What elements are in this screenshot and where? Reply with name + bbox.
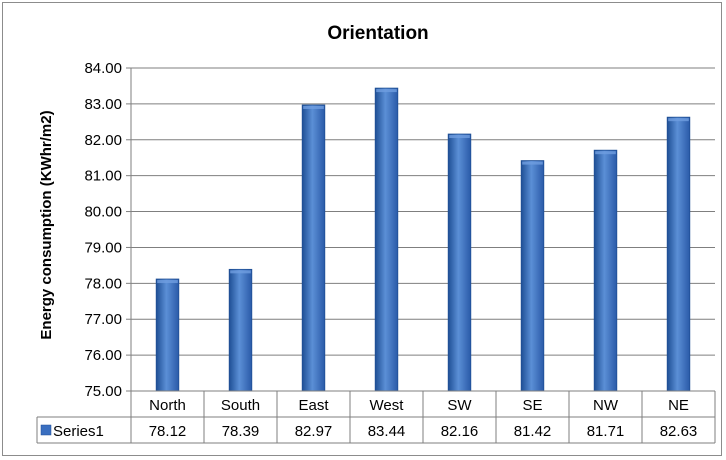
y-tick-label: 77.00: [84, 311, 122, 328]
bar: [374, 87, 399, 392]
y-tick-label: 75.00: [84, 383, 122, 400]
data-label: 78.12: [149, 423, 187, 440]
bar-highlight: [522, 161, 543, 165]
y-axis-label: Energy consumption (KWhr/m2): [38, 110, 55, 339]
gridlines: [126, 67, 715, 392]
x-tick-label: SE: [522, 397, 542, 414]
bars: [155, 87, 691, 392]
bar-highlight: [303, 105, 324, 109]
x-tick-label: South: [221, 397, 260, 414]
bar-south: [228, 268, 253, 392]
y-tick-label: 83.00: [84, 96, 122, 113]
bar: [228, 268, 253, 392]
data-label: 83.44: [368, 423, 406, 440]
bar-north: [155, 278, 180, 392]
data-label: 82.16: [441, 423, 479, 440]
bar-se: [520, 160, 545, 392]
y-tick-label: 79.00: [84, 239, 122, 256]
bar-highlight: [230, 270, 251, 274]
bar: [301, 104, 326, 392]
data-label: 82.97: [295, 423, 333, 440]
legend-series-name: Series1: [53, 423, 104, 440]
bar: [593, 149, 618, 392]
bar: [447, 133, 472, 392]
x-tick-label: NW: [593, 397, 619, 414]
bar-highlight: [449, 135, 470, 139]
data-label: 81.71: [587, 423, 625, 440]
data-label: 82.63: [660, 423, 698, 440]
x-tick-label: West: [370, 397, 405, 414]
data-table: North South East West SW SE NW NE Series1 78.12 78…: [36, 390, 716, 444]
y-tick-label: 80.00: [84, 204, 122, 221]
chart-svg: Orientation Energy consumption (KWhr/m2)…: [36, 23, 716, 444]
bar-sw: [447, 133, 472, 392]
x-tick-label: East: [298, 397, 329, 414]
bar-highlight: [157, 280, 178, 284]
bar-nw: [593, 149, 618, 392]
y-tick-label: 76.00: [84, 347, 122, 364]
bar-ne: [666, 116, 691, 392]
data-label: 78.39: [222, 423, 260, 440]
y-tick-label: 78.00: [84, 275, 122, 292]
x-tick-label: North: [149, 397, 186, 414]
chart-frame: Orientation Energy consumption (KWhr/m2)…: [2, 2, 722, 456]
bar-west: [374, 87, 399, 392]
x-tick-label: SW: [447, 397, 472, 414]
bar-east: [301, 104, 326, 392]
bar: [155, 278, 180, 392]
bar-highlight: [668, 118, 689, 122]
bar-highlight: [376, 89, 397, 93]
bar: [666, 116, 691, 392]
bar: [520, 160, 545, 392]
y-tick-labels: 75.00 76.00 77.00 78.00 79.00 80.00 81.00 82.00…: [84, 60, 122, 400]
chart-title: Orientation: [327, 23, 428, 44]
legend-swatch: [40, 424, 52, 436]
y-tick-label: 82.00: [84, 132, 122, 149]
y-tick-label: 84.00: [84, 60, 122, 77]
data-label: 81.42: [514, 423, 552, 440]
y-tick-label: 81.00: [84, 168, 122, 185]
bar-highlight: [595, 151, 616, 155]
x-tick-label: NE: [668, 397, 689, 414]
